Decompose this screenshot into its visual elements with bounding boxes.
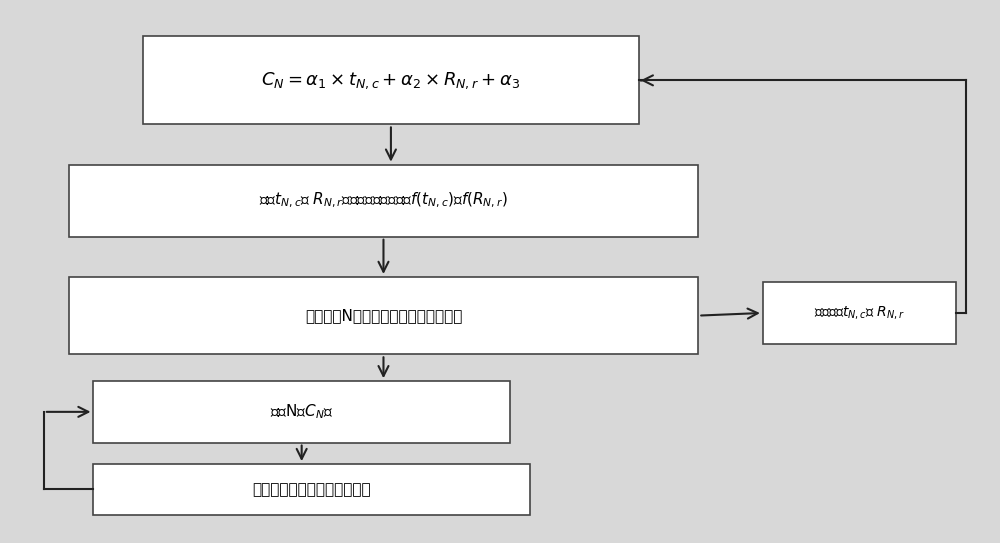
Text: 收集$t_{N,c}$、 $R_{N,r}$数据，确定分布函数$f(t_{N,c})$、$f(R_{N,r})$: 收集$t_{N,c}$、 $R_{N,r}$数据，确定分布函数$f(t_{N,c… [259, 191, 508, 210]
FancyBboxPatch shape [93, 381, 510, 443]
Text: $C_N = \alpha_1 \times t_{N,c} + \alpha_2 \times R_{N,r} + \alpha_3$: $C_N = \alpha_1 \times t_{N,c} + \alpha_… [261, 70, 520, 91]
Text: 抽取一组$t_{N,c}$、 $R_{N,r}$: 抽取一组$t_{N,c}$、 $R_{N,r}$ [814, 305, 905, 321]
Text: 模拟次数N；根据分布函数产生随机数: 模拟次数N；根据分布函数产生随机数 [305, 308, 462, 323]
FancyBboxPatch shape [763, 282, 956, 344]
FancyBboxPatch shape [143, 36, 639, 124]
Text: 产生N个$C_N$值: 产生N个$C_N$值 [270, 402, 333, 421]
FancyBboxPatch shape [93, 464, 530, 515]
FancyBboxPatch shape [69, 165, 698, 237]
FancyBboxPatch shape [69, 277, 698, 355]
Text: 统计分析，估计均差，标准差: 统计分析，估计均差，标准差 [252, 482, 371, 497]
